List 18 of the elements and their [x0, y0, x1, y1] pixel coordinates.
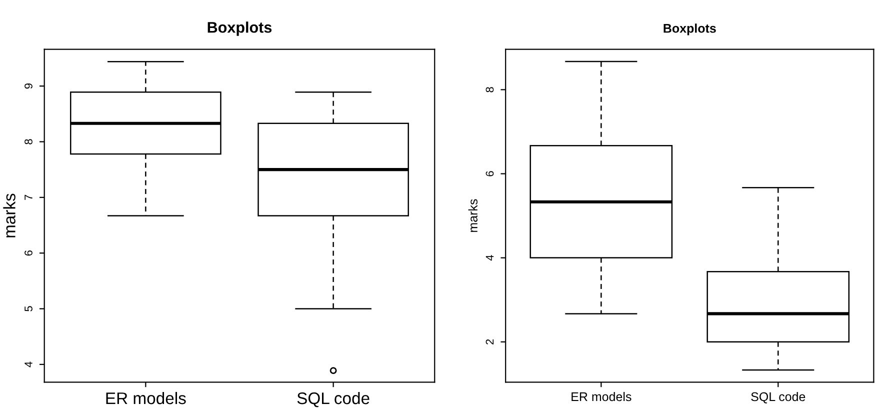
- y-tick-label: 4: [24, 362, 32, 368]
- y-axis-title: marks: [3, 194, 16, 238]
- chart-title: Boxplots: [664, 24, 716, 36]
- y-tick-label: 7: [24, 194, 32, 200]
- x-tick-label: ER models: [106, 392, 186, 404]
- x-tick-label: SQL code: [751, 392, 806, 404]
- x-tick-label: SQL code: [297, 392, 370, 408]
- y-tick-label: 6: [486, 171, 494, 176]
- y-axis-title: marks: [468, 199, 478, 232]
- y-tick-label: 5: [24, 306, 32, 312]
- y-tick-label: 8: [486, 87, 494, 92]
- y-tick-label: 6: [24, 250, 32, 256]
- y-tick-label: 4: [486, 255, 494, 261]
- y-tick-label: 2: [486, 339, 494, 344]
- y-tick-label: 9: [24, 84, 32, 89]
- chart-title: Boxplots: [208, 22, 272, 36]
- x-tick-label: ER models: [572, 392, 632, 402]
- y-tick-label: 8: [24, 139, 32, 144]
